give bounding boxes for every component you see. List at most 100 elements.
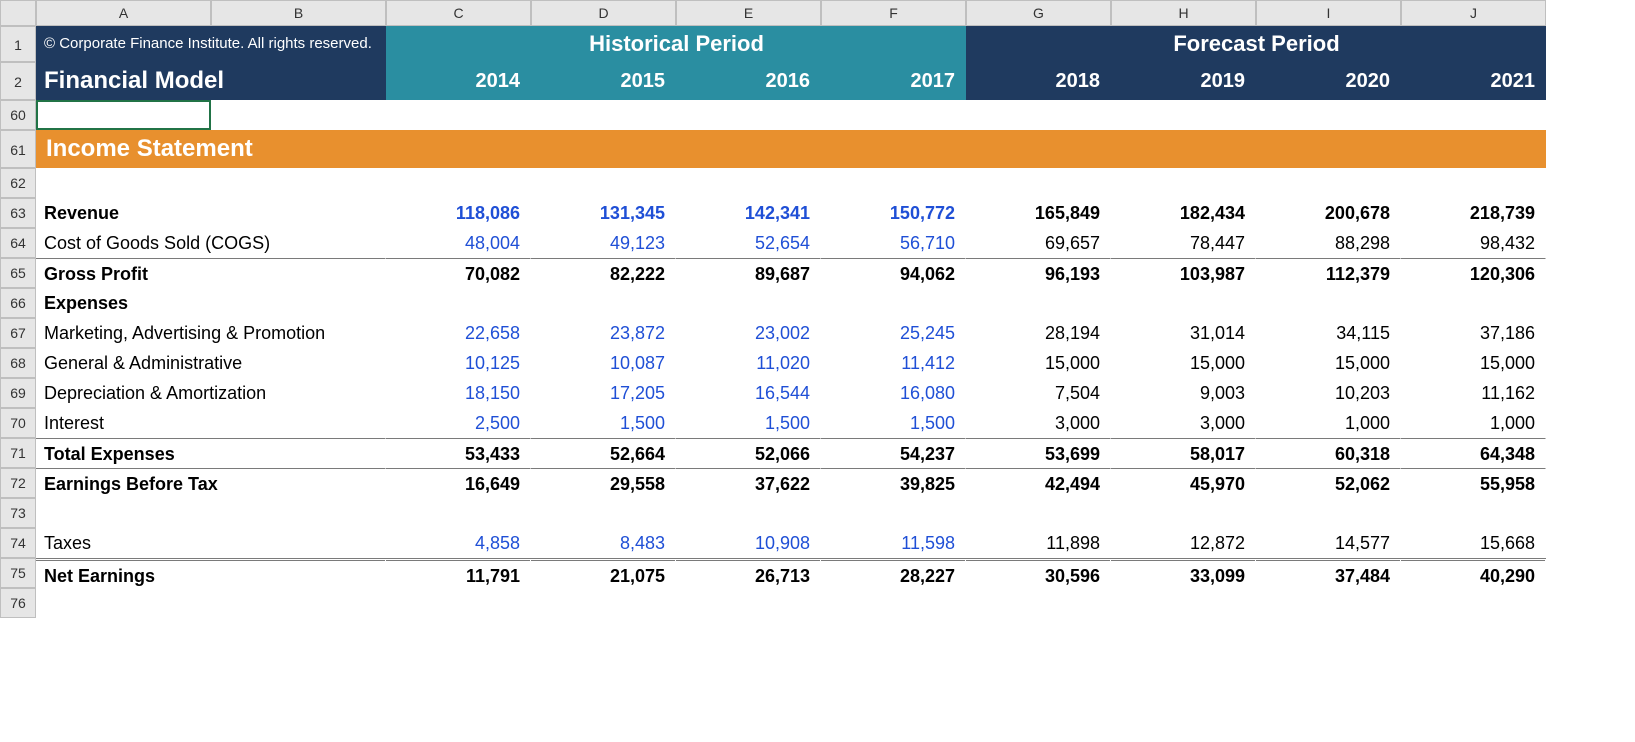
col-header-H[interactable]: H: [1111, 0, 1256, 26]
col-header-B[interactable]: B: [211, 0, 386, 26]
select-all-corner[interactable]: [0, 0, 36, 26]
da-2018[interactable]: 7,504: [966, 378, 1111, 408]
da-2020[interactable]: 10,203: [1256, 378, 1401, 408]
subtitle[interactable]: © Corporate Finance Institute. All right…: [36, 26, 386, 62]
col-header-F[interactable]: F: [821, 0, 966, 26]
cell-C66[interactable]: [386, 288, 531, 318]
col-header-E[interactable]: E: [676, 0, 821, 26]
interest-label[interactable]: Interest: [36, 408, 386, 438]
revenue-2015[interactable]: 131,345: [531, 198, 676, 228]
taxes-2020[interactable]: 14,577: [1256, 528, 1401, 558]
taxes-2018[interactable]: 11,898: [966, 528, 1111, 558]
row-header-70[interactable]: 70: [0, 408, 36, 438]
marketing-2020[interactable]: 34,115: [1256, 318, 1401, 348]
year-2014[interactable]: 2014: [386, 62, 531, 100]
ga-2015[interactable]: 10,087: [531, 348, 676, 378]
da-2016[interactable]: 16,544: [676, 378, 821, 408]
cell-E66[interactable]: [676, 288, 821, 318]
taxes-2017[interactable]: 11,598: [821, 528, 966, 558]
marketing-2016[interactable]: 23,002: [676, 318, 821, 348]
net-earnings-2015[interactable]: 21,075: [531, 558, 676, 588]
row-header-72[interactable]: 72: [0, 468, 36, 498]
taxes-label[interactable]: Taxes: [36, 528, 386, 558]
row-header-68[interactable]: 68: [0, 348, 36, 378]
cell-D66[interactable]: [531, 288, 676, 318]
ga-2017[interactable]: 11,412: [821, 348, 966, 378]
da-2019[interactable]: 9,003: [1111, 378, 1256, 408]
da-2015[interactable]: 17,205: [531, 378, 676, 408]
col-header-A[interactable]: A: [36, 0, 211, 26]
cell-B60[interactable]: [211, 100, 386, 130]
net-earnings-2019[interactable]: 33,099: [1111, 558, 1256, 588]
ga-2020[interactable]: 15,000: [1256, 348, 1401, 378]
ebt-label[interactable]: Earnings Before Tax: [36, 468, 386, 498]
ebt-2017[interactable]: 39,825: [821, 468, 966, 498]
taxes-2021[interactable]: 15,668: [1401, 528, 1546, 558]
revenue-2021[interactable]: 218,739: [1401, 198, 1546, 228]
net-earnings-2021[interactable]: 40,290: [1401, 558, 1546, 588]
cell-G66[interactable]: [966, 288, 1111, 318]
cell-H66[interactable]: [1111, 288, 1256, 318]
ebt-2020[interactable]: 52,062: [1256, 468, 1401, 498]
interest-2016[interactable]: 1,500: [676, 408, 821, 438]
da-2017[interactable]: 16,080: [821, 378, 966, 408]
interest-2020[interactable]: 1,000: [1256, 408, 1401, 438]
cogs-2017[interactable]: 56,710: [821, 228, 966, 258]
ebt-2015[interactable]: 29,558: [531, 468, 676, 498]
gross-profit-2020[interactable]: 112,379: [1256, 258, 1401, 288]
blank-row-62[interactable]: [36, 168, 1546, 198]
interest-2017[interactable]: 1,500: [821, 408, 966, 438]
year-2018[interactable]: 2018: [966, 62, 1111, 100]
cell-D60[interactable]: [531, 100, 676, 130]
cogs-2015[interactable]: 49,123: [531, 228, 676, 258]
expenses-header[interactable]: Expenses: [36, 288, 386, 318]
row-header-76[interactable]: 76: [0, 588, 36, 618]
cell-I60[interactable]: [1256, 100, 1401, 130]
interest-2014[interactable]: 2,500: [386, 408, 531, 438]
row-header-71[interactable]: 71: [0, 438, 36, 468]
cell-F60[interactable]: [821, 100, 966, 130]
row-header-65[interactable]: 65: [0, 258, 36, 288]
total-expenses-2018[interactable]: 53,699: [966, 438, 1111, 468]
revenue-2020[interactable]: 200,678: [1256, 198, 1401, 228]
total-expenses-2017[interactable]: 54,237: [821, 438, 966, 468]
ga-2016[interactable]: 11,020: [676, 348, 821, 378]
ebt-2019[interactable]: 45,970: [1111, 468, 1256, 498]
cell-E60[interactable]: [676, 100, 821, 130]
da-2014[interactable]: 18,150: [386, 378, 531, 408]
marketing-2019[interactable]: 31,014: [1111, 318, 1256, 348]
blank-row-76[interactable]: [36, 588, 1546, 618]
col-header-G[interactable]: G: [966, 0, 1111, 26]
interest-2021[interactable]: 1,000: [1401, 408, 1546, 438]
taxes-2016[interactable]: 10,908: [676, 528, 821, 558]
taxes-2019[interactable]: 12,872: [1111, 528, 1256, 558]
revenue-2014[interactable]: 118,086: [386, 198, 531, 228]
col-header-I[interactable]: I: [1256, 0, 1401, 26]
cell-A60[interactable]: [36, 100, 211, 130]
row-header-73[interactable]: 73: [0, 498, 36, 528]
total-expenses-2019[interactable]: 58,017: [1111, 438, 1256, 468]
ebt-2021[interactable]: 55,958: [1401, 468, 1546, 498]
cogs-2020[interactable]: 88,298: [1256, 228, 1401, 258]
total-expenses-2020[interactable]: 60,318: [1256, 438, 1401, 468]
blank-row-73[interactable]: [36, 498, 1546, 528]
col-header-D[interactable]: D: [531, 0, 676, 26]
year-2019[interactable]: 2019: [1111, 62, 1256, 100]
gross-profit-2016[interactable]: 89,687: [676, 258, 821, 288]
historical-period-label[interactable]: Historical Period: [386, 26, 966, 62]
ga-2014[interactable]: 10,125: [386, 348, 531, 378]
marketing-2017[interactable]: 25,245: [821, 318, 966, 348]
cogs-2019[interactable]: 78,447: [1111, 228, 1256, 258]
gross-profit-2018[interactable]: 96,193: [966, 258, 1111, 288]
marketing-label[interactable]: Marketing, Advertising & Promotion: [36, 318, 386, 348]
cogs-2021[interactable]: 98,432: [1401, 228, 1546, 258]
marketing-2015[interactable]: 23,872: [531, 318, 676, 348]
revenue-2019[interactable]: 182,434: [1111, 198, 1256, 228]
ga-2018[interactable]: 15,000: [966, 348, 1111, 378]
da-label[interactable]: Depreciation & Amortization: [36, 378, 386, 408]
row-header-74[interactable]: 74: [0, 528, 36, 558]
cell-G60[interactable]: [966, 100, 1111, 130]
gross-profit-2019[interactable]: 103,987: [1111, 258, 1256, 288]
row-header-61[interactable]: 61: [0, 130, 36, 168]
ga-label[interactable]: General & Administrative: [36, 348, 386, 378]
